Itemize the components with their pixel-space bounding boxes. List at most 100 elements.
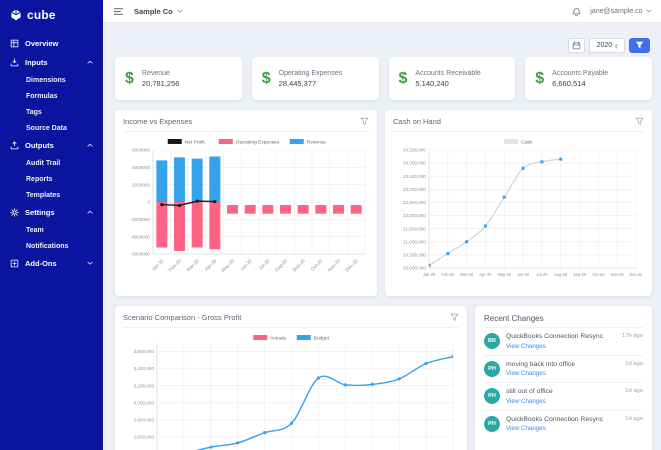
avatar: PH	[484, 360, 500, 377]
recent-change-item: PH moving back into office 1d ago View C…	[484, 354, 643, 383]
chart-filter-funnel-icon[interactable]	[450, 313, 459, 322]
chart-filter-funnel-icon[interactable]	[635, 117, 644, 126]
filter-button[interactable]	[629, 38, 650, 53]
dashboard-controls: 2020 ▴ ▾	[568, 38, 650, 53]
kpi-card-accounts-receivable: $ Accounts Receivable 5,140,240	[388, 57, 516, 100]
svg-text:Jun-20: Jun-20	[517, 272, 530, 277]
panel-title: Recent Changes	[484, 314, 544, 323]
notifications-bell-icon[interactable]	[571, 6, 582, 17]
scenario-comparison-card: Scenario Comparison - Gross Profit 3,600…	[115, 306, 467, 450]
svg-text:20,500,000: 20,500,000	[403, 252, 426, 257]
svg-text:Apr-20: Apr-20	[204, 258, 219, 273]
svg-text:Operating Expenses: Operating Expenses	[236, 139, 280, 145]
topbar: Sample Co jane@sample.co	[103, 0, 661, 23]
svg-text:May-20: May-20	[497, 272, 511, 277]
svg-text:Apr-20: Apr-20	[479, 272, 492, 277]
kpi-label: Operating Expenses	[278, 69, 343, 77]
svg-text:Aug-20: Aug-20	[554, 272, 568, 277]
calendar-button[interactable]	[568, 38, 585, 53]
sidebar-item-dimensions[interactable]: Dimensions	[0, 72, 103, 88]
sidebar-item-label: Reports	[26, 175, 53, 183]
svg-text:3,400,000: 3,400,000	[134, 366, 155, 371]
svg-text:Actuals: Actuals	[270, 335, 286, 341]
user-menu[interactable]: jane@sample.co	[590, 8, 651, 15]
svg-text:23,000,000: 23,000,000	[403, 187, 426, 192]
svg-text:Jan-20: Jan-20	[423, 272, 436, 277]
svg-text:Cash: Cash	[521, 139, 533, 145]
sidebar-item-team[interactable]: Team	[0, 222, 103, 238]
svg-text:23,500,000: 23,500,000	[403, 174, 426, 179]
svg-text:Mar-20: Mar-20	[460, 272, 474, 277]
svg-text:20,000,000: 20,000,000	[403, 266, 426, 271]
kpi-value: 5,140,240	[415, 78, 449, 88]
sidebar-item-outputs[interactable]: Outputs	[0, 136, 103, 155]
sidebar-item-settings[interactable]: Settings	[0, 203, 103, 222]
svg-text:0: 0	[147, 200, 150, 205]
sidebar-item-label: Formulas	[26, 92, 58, 100]
svg-text:3,000,000: 3,000,000	[134, 400, 155, 405]
sidebar-item-label: Tags	[26, 108, 42, 116]
view-changes-link[interactable]: View Changes	[506, 397, 546, 405]
chevron-down-icon	[177, 9, 183, 14]
sidebar-item-notifications[interactable]: Notifications	[0, 238, 103, 254]
sidebar-item-label: Source Data	[26, 124, 67, 132]
view-changes-link[interactable]: View Changes	[506, 370, 546, 377]
income-vs-expenses-card: Income vs Expenses 6000000 4000000 2000000…	[115, 110, 377, 296]
grid-icon	[10, 39, 19, 48]
spinner-arrows-icon: ▴ ▾	[615, 41, 618, 50]
sidebar-item-label: Notifications	[26, 242, 69, 250]
avatar: PH	[484, 415, 500, 432]
change-timestamp: 1d ago	[625, 388, 643, 394]
sidebar-item-add-ons[interactable]: Add-Ons	[0, 254, 103, 273]
chart-title: Income vs Expenses	[123, 117, 193, 126]
kpi-row: $ Revenue 20,781,256 $ Operating Expense…	[115, 57, 652, 100]
svg-text:Revenue: Revenue	[307, 139, 327, 145]
svg-text:Feb-20: Feb-20	[168, 258, 183, 273]
svg-text:4000000: 4000000	[132, 165, 150, 170]
sidebar-item-inputs[interactable]: Inputs	[0, 53, 103, 72]
svg-text:Jun-20: Jun-20	[239, 258, 254, 273]
svg-text:Nov-20: Nov-20	[611, 272, 625, 277]
recent-change-item: BR QuickBooks Connection Resync 17h ago …	[484, 327, 643, 355]
scenario-comparison-chart: 3,600,000 3,400,000 3,200,000 3,000,000 2,80…	[123, 332, 459, 450]
svg-text:21,000,000: 21,000,000	[403, 239, 426, 244]
sidebar-item-overview[interactable]: Overview	[0, 34, 103, 53]
kpi-card-operating-expenses: $ Operating Expenses 28,445,377	[251, 57, 379, 100]
kpi-value: 20,781,256	[141, 78, 180, 88]
company-selector[interactable]: Sample Co	[134, 7, 183, 16]
svg-text:Budget: Budget	[314, 335, 330, 341]
svg-text:Aug-20: Aug-20	[274, 258, 289, 273]
recent-change-item: PH QuickBooks Connection Resync 1d ago V…	[484, 409, 643, 438]
sidebar-item-source-data[interactable]: Source Data	[0, 120, 103, 136]
chevron-up-icon	[87, 143, 93, 148]
sidebar-item-audit-trail[interactable]: Audit Trail	[0, 155, 103, 171]
kpi-value: 28,445,377	[278, 78, 317, 88]
chart-title: Scenario Comparison - Gross Profit	[123, 313, 242, 322]
change-timestamp: 1d ago	[625, 415, 643, 422]
view-changes-link[interactable]: View Changes	[506, 425, 546, 432]
sidebar-item-formulas[interactable]: Formulas	[0, 88, 103, 104]
sidebar-item-tags[interactable]: Tags	[0, 104, 103, 120]
svg-text:2,600,000: 2,600,000	[134, 435, 155, 440]
svg-text:24,500,000: 24,500,000	[403, 148, 426, 153]
change-title: QuickBooks Connection Resync	[506, 333, 604, 340]
kpi-label: Accounts Receivable	[415, 69, 481, 77]
sidebar-item-templates[interactable]: Templates	[0, 187, 103, 203]
svg-text:2,800,000: 2,800,000	[134, 417, 155, 422]
view-changes-link[interactable]: View Changes	[506, 342, 546, 350]
sidebar-item-reports[interactable]: Reports	[0, 171, 103, 187]
svg-text:22,500,000: 22,500,000	[403, 200, 426, 205]
chart-filter-funnel-icon[interactable]	[360, 117, 369, 126]
svg-text:-6000000: -6000000	[131, 252, 151, 257]
chevron-down-icon	[646, 9, 652, 13]
hamburger-menu-icon[interactable]	[113, 6, 124, 17]
chevron-down-icon	[87, 261, 93, 266]
brand-name: cube	[27, 8, 56, 22]
year-select[interactable]: 2020 ▴ ▾	[589, 38, 625, 53]
sidebar-item-label: Overview	[25, 39, 59, 48]
svg-text:Feb-20: Feb-20	[441, 272, 455, 277]
sidebar: cube Overview Inputs Dimensions Formulas…	[0, 0, 103, 450]
brand-logo[interactable]: cube	[0, 0, 103, 28]
sidebar-item-label: Dimensions	[26, 76, 66, 84]
recent-changes-panel: Recent Changes BR QuickBooks Connection …	[475, 306, 652, 450]
